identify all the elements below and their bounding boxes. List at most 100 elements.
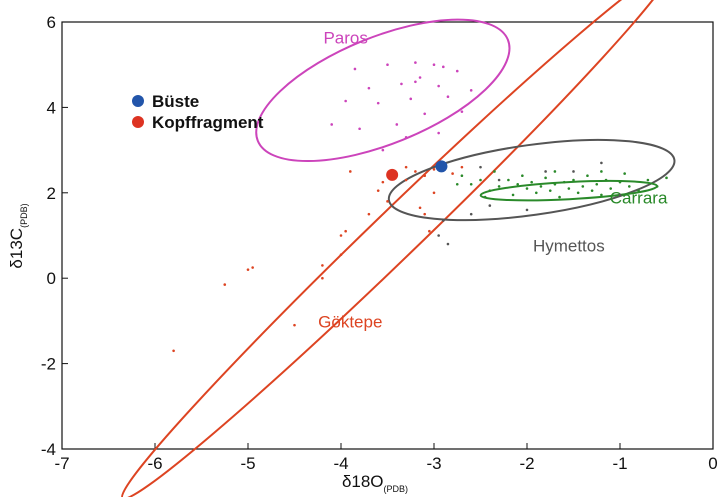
specimen-point-kopffragment <box>386 168 399 181</box>
carrara-point <box>628 185 631 188</box>
carrara-point <box>609 187 612 190</box>
hymettos-point <box>437 234 440 237</box>
paros-point <box>437 131 440 135</box>
carrara-point <box>488 189 492 192</box>
gktepe-point <box>339 234 343 237</box>
gktepe-point <box>376 189 380 192</box>
carrara-point <box>637 189 640 192</box>
carrara-point <box>516 182 519 186</box>
carrara-point <box>576 191 580 195</box>
carrara-point <box>525 187 529 190</box>
y-tick-label: 2 <box>47 184 56 203</box>
legend-label-bste: Büste <box>152 92 199 111</box>
x-tick-label: 0 <box>708 454 717 473</box>
gktepe-point <box>321 264 324 267</box>
carrara-point <box>521 174 524 178</box>
y-axis-label-main: δ13C <box>7 228 26 269</box>
carrara-point <box>623 172 626 175</box>
gktepe-point <box>223 283 227 286</box>
paros-point <box>409 97 413 101</box>
gktepe-point <box>428 229 431 233</box>
y-tick-label: 4 <box>47 98 56 117</box>
hymettos-point <box>600 161 603 165</box>
carrara-point <box>604 178 608 182</box>
gktepe-point <box>460 165 464 169</box>
paros-point <box>395 123 399 126</box>
carrara-point <box>586 174 589 178</box>
paros-point <box>418 76 422 79</box>
carrara-point <box>497 185 501 188</box>
x-tick-label: -4 <box>333 454 348 473</box>
paros-point <box>400 82 403 86</box>
carrara-point <box>558 195 561 199</box>
gktepe-point <box>404 178 408 182</box>
carrara-point <box>572 178 575 182</box>
x-tick-label: -6 <box>147 454 162 473</box>
carrara-point <box>544 176 547 180</box>
x-tick-label: -5 <box>240 454 255 473</box>
hymettos-label: Hymettos <box>533 237 605 256</box>
hymettos-ellipse <box>387 138 676 222</box>
axis-ticks: -7 -6 -5 -4 -3 -2 -1 0 -4 -2 0 2 4 6 <box>41 13 718 473</box>
paros-point <box>442 65 445 69</box>
y-tick-label: 0 <box>47 269 56 288</box>
carrara-point <box>600 170 603 173</box>
hymettos-point <box>544 170 547 173</box>
carrara-point <box>553 182 557 186</box>
gktepe-label: Göktepe <box>318 312 382 331</box>
x-tick-label: -7 <box>54 454 69 473</box>
x-axis-label-main: δ18O <box>342 472 384 491</box>
gktepe-point <box>344 229 347 233</box>
y-axis-label: δ13C(PDB) <box>7 203 29 268</box>
carrara-point <box>493 170 496 173</box>
y-tick-label: 6 <box>47 13 56 32</box>
paros-point <box>367 86 371 90</box>
paros-point <box>432 63 436 66</box>
paros-point <box>330 123 334 126</box>
paros-ellipse <box>255 18 511 163</box>
gktepe-point <box>172 349 175 353</box>
gktepe-point <box>251 266 254 269</box>
hymettos-point <box>525 208 529 212</box>
y-tick-label: -2 <box>41 355 56 374</box>
x-tick-label: -1 <box>612 454 627 473</box>
gktepe-point <box>404 165 408 169</box>
legend-marker-bste <box>132 95 144 107</box>
carrara-point <box>535 191 538 195</box>
paros-point <box>386 63 389 66</box>
carrara-point <box>455 182 459 186</box>
gktepe-point <box>381 180 385 184</box>
gktepe-ellipse <box>121 0 673 497</box>
paros-point <box>460 110 464 113</box>
carrara-point <box>562 180 566 184</box>
paros-point <box>344 99 347 103</box>
legend: Büste Kopffragment <box>132 92 264 132</box>
gktepe-point <box>423 212 427 216</box>
carrara-point <box>553 170 557 173</box>
paros-label: Paros <box>323 28 367 47</box>
paros-point <box>381 148 385 152</box>
paros-point <box>358 127 361 131</box>
gktepe-point <box>414 170 417 173</box>
paros-point <box>469 89 473 92</box>
paros-point <box>437 84 440 88</box>
carrara-point <box>483 195 487 199</box>
paros-point <box>455 69 459 73</box>
carrara-label: Carrara <box>610 188 668 207</box>
gktepe-point <box>386 200 389 203</box>
hymettos-point <box>479 165 482 169</box>
paros-point <box>404 135 408 139</box>
y-tick-label: -4 <box>41 440 56 459</box>
hymettos-point <box>572 170 575 173</box>
carrara-point <box>460 174 464 178</box>
gktepe-point <box>349 170 352 173</box>
gktepe-point <box>293 323 296 327</box>
carrara-point <box>530 180 533 184</box>
gktepe-point <box>339 253 343 257</box>
carrara-point <box>595 182 599 186</box>
carrara-point <box>618 180 622 184</box>
x-axis-label-sub: (PDB) <box>384 484 409 494</box>
hymettos-point <box>446 242 450 246</box>
field-ellipses: Paros Göktepe Hymettos Carrara <box>121 0 676 497</box>
